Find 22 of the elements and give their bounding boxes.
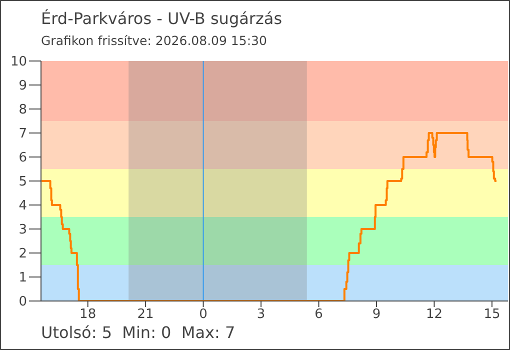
y-tick-label: 3 (18, 222, 27, 238)
x-tick-label: 12 (426, 307, 443, 322)
x-tick-label: 9 (372, 307, 381, 322)
y-tick-label: 4 (18, 198, 27, 214)
chart-title: Érd-Parkváros - UV-B sugárzás (41, 9, 282, 28)
y-tick-label: 0 (18, 294, 27, 310)
x-tick-label: 21 (137, 307, 154, 322)
x-tick-label: 15 (484, 307, 500, 322)
text: Utolsó: 5 Min: 0 Max: 7 (41, 323, 236, 342)
y-tick-label: 5 (18, 174, 27, 190)
y-tick-label: 6 (18, 150, 27, 166)
x-tick-label: 3 (256, 307, 266, 322)
x-tick-label: 6 (314, 307, 323, 322)
y-tick-label: 1 (18, 270, 27, 286)
y-tick-label: 7 (18, 126, 27, 142)
x-tick-label: 0 (199, 307, 208, 322)
y-tick-label: 2 (18, 246, 27, 262)
y-tick-label: 8 (18, 102, 27, 118)
y-tick-label: 10 (10, 54, 27, 70)
y-tick-label: 9 (18, 78, 27, 94)
x-tick-label: 18 (80, 307, 96, 322)
chart-subtitle: Grafikon frissítve: 2026.08.09 15:30 (41, 33, 267, 48)
